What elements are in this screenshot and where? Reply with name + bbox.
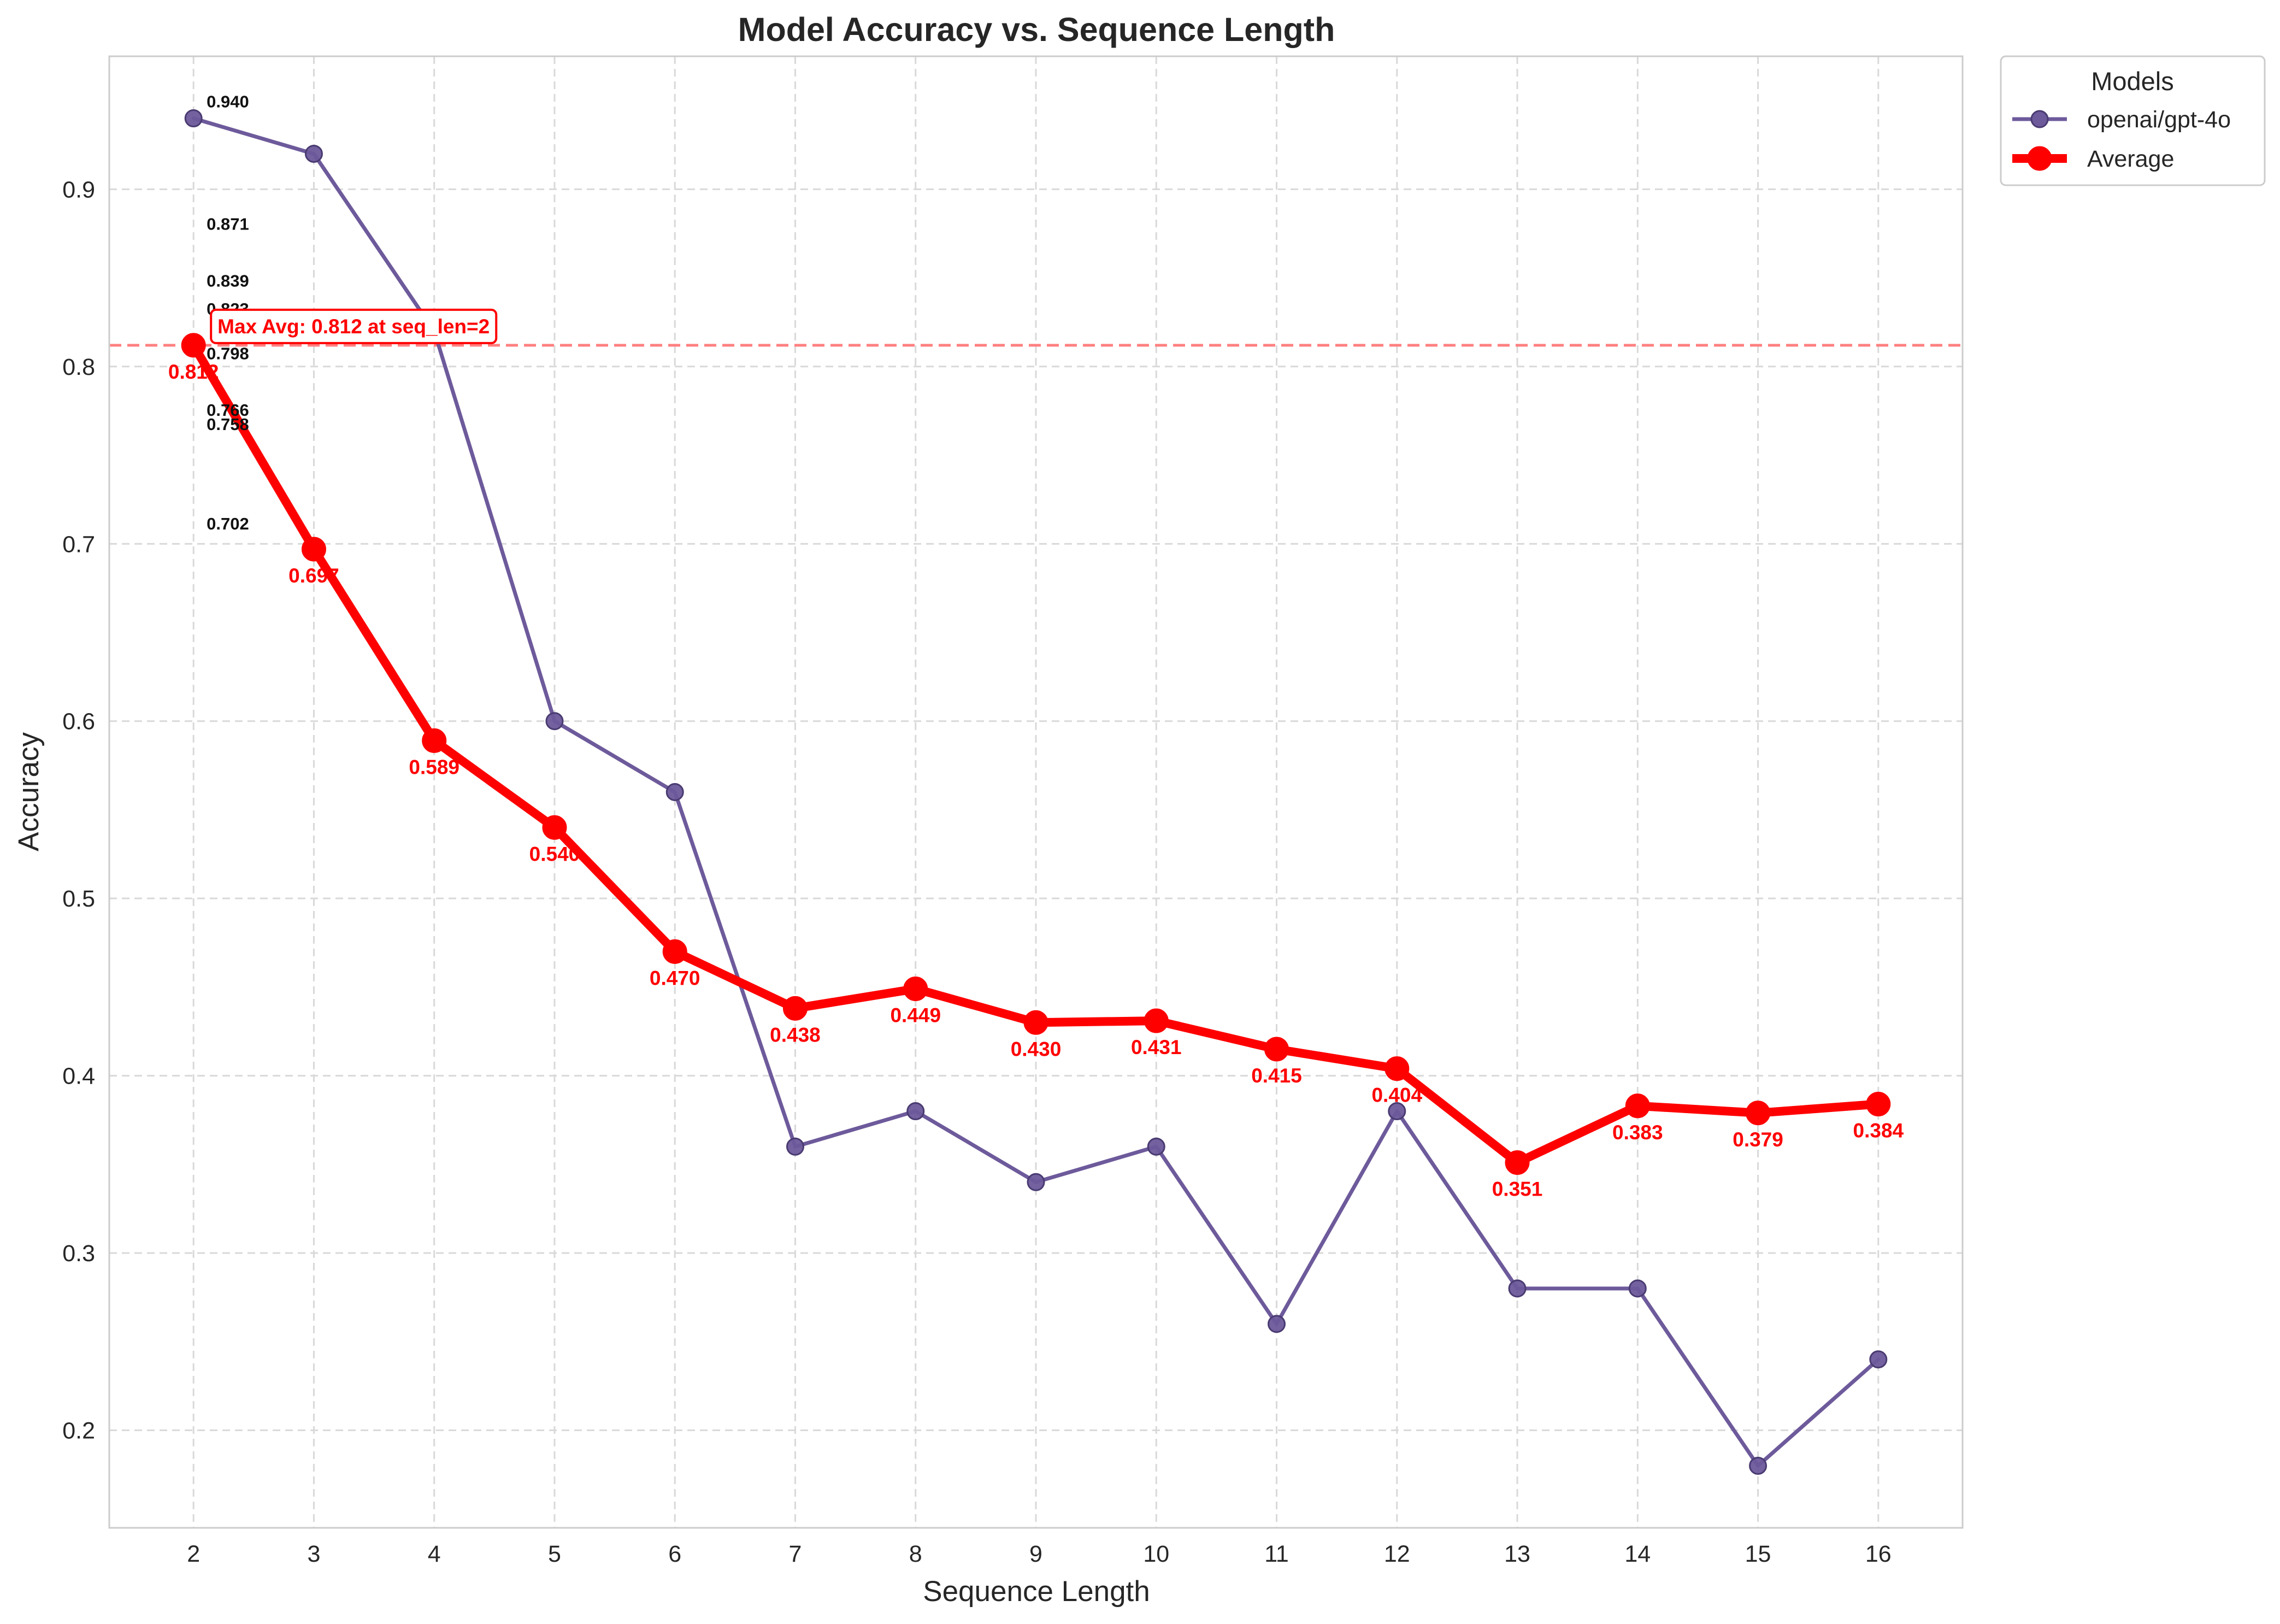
average-value-label: 0.449 xyxy=(890,1004,941,1027)
model-value-label: 0.839 xyxy=(207,271,249,290)
average-value-label: 0.540 xyxy=(529,843,580,865)
average-value-label: 0.383 xyxy=(1612,1121,1663,1144)
x-tick-label: 4 xyxy=(428,1541,441,1567)
x-axis-label: Sequence Length xyxy=(923,1575,1150,1608)
average-point xyxy=(542,815,567,840)
model-point xyxy=(304,144,323,163)
model-point xyxy=(906,1102,925,1121)
legend-title: Models xyxy=(2091,67,2174,96)
model-value-label: 0.871 xyxy=(207,214,249,233)
model-point xyxy=(1268,1315,1286,1333)
x-tick-label: 12 xyxy=(1384,1541,1410,1567)
legend-entry-label: Average xyxy=(2087,146,2174,172)
average-point xyxy=(1625,1093,1650,1119)
model-value-label: 0.702 xyxy=(207,514,249,533)
model-point xyxy=(665,783,684,801)
y-tick-label: 0.6 xyxy=(62,709,95,735)
y-tick-label: 0.7 xyxy=(62,531,95,557)
x-tick-label: 9 xyxy=(1029,1541,1042,1567)
x-tick-label: 16 xyxy=(1865,1541,1892,1567)
average-point xyxy=(181,333,206,358)
model-value-label: 0.766 xyxy=(207,401,249,420)
grid-lines xyxy=(109,56,1963,1528)
plot-frame xyxy=(108,55,1964,1529)
average-value-label: 0.697 xyxy=(288,564,339,587)
tick-labels: 2 3 4 5 6 7 8 9 10 11 12 13 14 15 16 0.2 0.3 0.4 0.5 0.6 0.7… xyxy=(62,176,1892,1567)
legend-swatch-marker xyxy=(2030,110,2049,128)
model-point xyxy=(1147,1137,1165,1156)
average-value-label: 0.430 xyxy=(1011,1038,1062,1060)
annotation-box xyxy=(210,308,498,344)
legend-swatch-marker xyxy=(2027,146,2052,171)
average-value-label: 0.589 xyxy=(409,756,459,778)
model-value-label: 0.798 xyxy=(207,344,249,363)
y-tick-label: 0.4 xyxy=(62,1063,95,1090)
average-value-label: 0.415 xyxy=(1251,1064,1302,1087)
average-point xyxy=(301,537,326,562)
x-tick-label: 11 xyxy=(1264,1541,1289,1567)
model-point xyxy=(1749,1456,1768,1475)
y-tick-label: 0.2 xyxy=(62,1418,95,1444)
average-value-label: 0.438 xyxy=(770,1023,821,1046)
y-tick-label: 0.9 xyxy=(62,176,95,203)
average-value-label: 0.470 xyxy=(650,967,700,990)
legend-entries: openai/gpt-4o Average xyxy=(2012,107,2231,172)
average-point xyxy=(1505,1150,1530,1175)
x-tick-label: 2 xyxy=(187,1541,200,1567)
average-value-label: 0.431 xyxy=(1131,1036,1182,1058)
model-point xyxy=(184,109,203,128)
data-labels: 0.812 0.697 0.589 0.540 0.470 0.438 0.449 0.430… xyxy=(168,92,1904,1201)
average-value-label: 0.384 xyxy=(1853,1120,1904,1142)
x-tick-label: 5 xyxy=(548,1541,561,1567)
y-tick-label: 0.3 xyxy=(62,1240,95,1267)
model-value-label: 0.758 xyxy=(207,415,249,434)
average-point xyxy=(1023,1010,1048,1035)
x-tick-label: 14 xyxy=(1624,1541,1651,1567)
average-point xyxy=(1385,1056,1410,1081)
annotation-text: Max Avg: 0.812 at seq_len=2 xyxy=(217,315,490,338)
model-point xyxy=(545,712,564,731)
average-value-label: 0.812 xyxy=(168,361,219,383)
chart-title: Model Accuracy vs. Sequence Length xyxy=(738,11,1335,48)
model-point xyxy=(1388,1102,1406,1121)
average-point xyxy=(1144,1008,1169,1033)
model-point xyxy=(1628,1279,1647,1298)
x-tick-label: 6 xyxy=(668,1541,681,1567)
average-point xyxy=(1746,1101,1771,1126)
legend-entry-label: openai/gpt-4o xyxy=(2087,107,2231,133)
average-value-label: 0.404 xyxy=(1371,1084,1422,1107)
max-average-annotation: Max Avg: 0.812 at seq_len=2 xyxy=(210,308,498,344)
x-tick-label: 15 xyxy=(1745,1541,1771,1567)
model-point xyxy=(1508,1279,1527,1298)
average-point xyxy=(422,728,447,753)
average-point xyxy=(1866,1092,1891,1117)
legend: Models openai/gpt-4o Average xyxy=(2000,55,2266,186)
x-tick-label: 8 xyxy=(909,1541,922,1567)
average-point xyxy=(782,996,808,1021)
series-layer xyxy=(181,109,1891,1475)
x-tick-label: 3 xyxy=(307,1541,320,1567)
model-value-label: 0.940 xyxy=(207,92,249,111)
x-tick-label: 7 xyxy=(789,1541,802,1567)
y-tick-label: 0.5 xyxy=(62,886,95,912)
legend-frame xyxy=(2000,55,2266,186)
average-value-label: 0.351 xyxy=(1492,1178,1543,1201)
model-point xyxy=(1027,1173,1045,1191)
average-point xyxy=(662,939,687,964)
model-point xyxy=(1869,1350,1888,1369)
model-point xyxy=(786,1137,804,1156)
average-value-label: 0.379 xyxy=(1733,1128,1783,1151)
average-point xyxy=(1264,1037,1289,1062)
y-tick-label: 0.8 xyxy=(62,354,95,380)
x-tick-label: 13 xyxy=(1504,1541,1530,1567)
y-axis-label: Accuracy xyxy=(13,732,45,851)
average-point xyxy=(903,976,928,1002)
x-tick-label: 10 xyxy=(1143,1541,1169,1567)
